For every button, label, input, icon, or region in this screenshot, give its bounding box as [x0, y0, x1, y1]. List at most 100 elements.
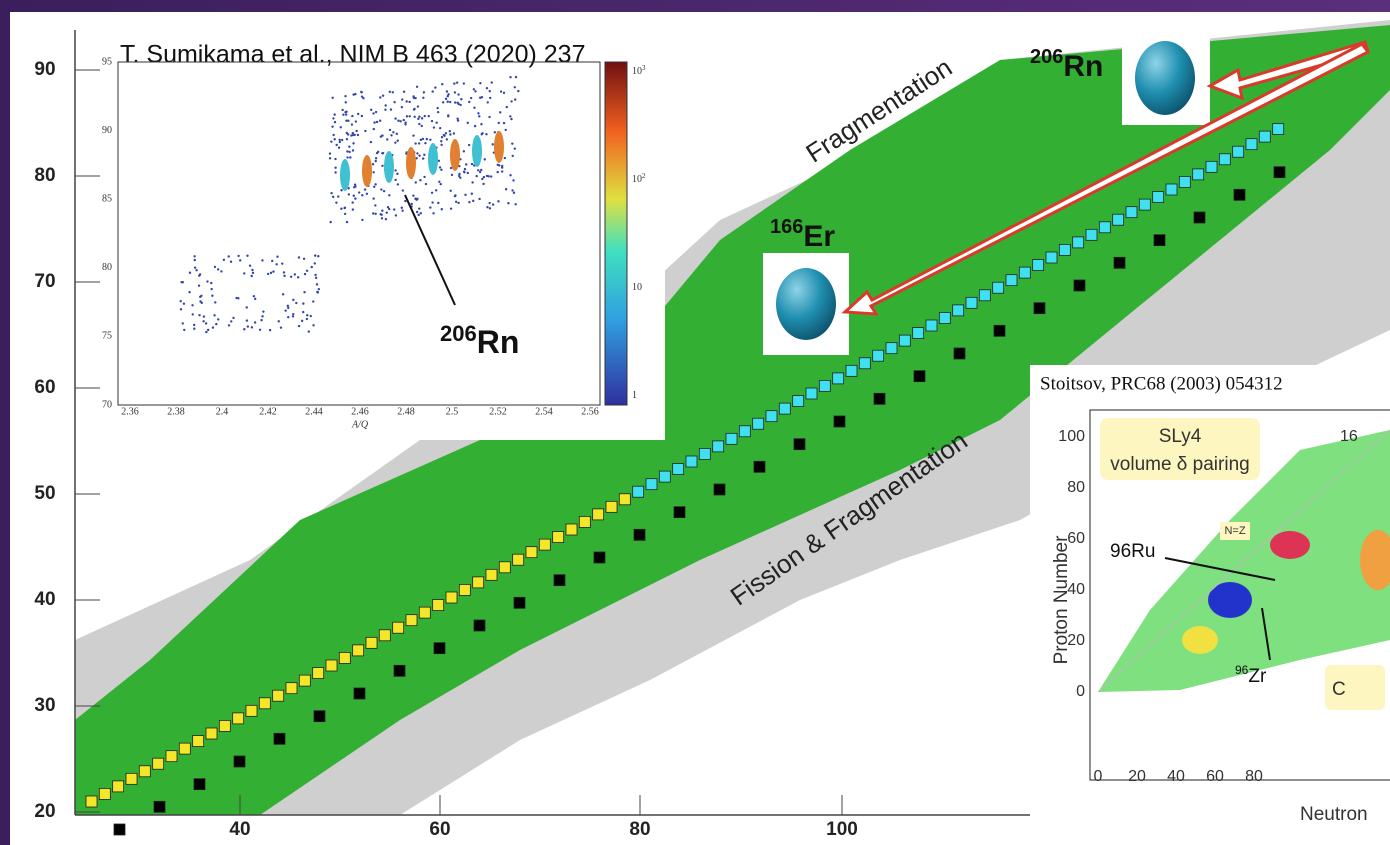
event	[292, 312, 295, 316]
event	[271, 259, 274, 263]
event	[330, 191, 333, 195]
event	[246, 325, 250, 328]
event	[437, 201, 440, 205]
event	[464, 193, 467, 197]
event	[193, 266, 197, 269]
event	[399, 120, 402, 123]
event	[503, 156, 507, 160]
event	[347, 193, 351, 196]
nuclide	[1153, 234, 1166, 247]
event	[478, 197, 481, 201]
event	[346, 156, 349, 159]
nuclide	[152, 757, 165, 770]
event	[181, 322, 184, 325]
nuclide	[898, 334, 911, 347]
nuclide	[992, 281, 1005, 294]
event	[352, 142, 355, 145]
event	[211, 294, 214, 297]
event	[305, 269, 309, 272]
event	[192, 323, 196, 327]
nuclide	[593, 551, 606, 564]
event	[412, 108, 416, 111]
event	[468, 200, 471, 204]
event	[381, 134, 384, 137]
event	[381, 94, 385, 97]
event	[269, 271, 273, 275]
event	[463, 167, 467, 171]
event	[416, 152, 419, 155]
event	[386, 138, 389, 141]
nuclide	[673, 506, 686, 519]
event	[440, 140, 443, 143]
nuclide	[233, 755, 246, 768]
event	[354, 185, 357, 188]
event	[453, 82, 456, 85]
event	[511, 154, 514, 158]
nuclide	[1218, 153, 1231, 166]
event	[448, 130, 451, 133]
event	[388, 128, 392, 132]
nuclide	[1085, 228, 1098, 241]
event	[373, 185, 376, 188]
event	[509, 115, 512, 118]
event	[216, 268, 220, 271]
event	[487, 175, 490, 178]
x-tick-label: 2.4	[216, 406, 229, 417]
event	[419, 138, 423, 142]
nuclide	[965, 296, 978, 309]
event	[312, 300, 315, 303]
event	[351, 201, 354, 204]
peak	[362, 155, 372, 187]
event	[345, 131, 348, 135]
event	[195, 268, 198, 272]
y-tick-label: 60	[34, 377, 55, 398]
ticks: 100 80 60 40 20 0 0 20 40 60 80	[1058, 428, 1263, 785]
nuclide	[353, 687, 366, 700]
x-tick-label: 2.5	[446, 406, 459, 417]
event	[505, 105, 509, 109]
nuclide	[658, 470, 671, 483]
event	[351, 208, 355, 211]
colorbar-label: 103	[632, 64, 646, 78]
event	[374, 110, 378, 114]
event	[422, 91, 426, 94]
event	[341, 108, 344, 112]
event	[483, 158, 486, 161]
event	[337, 146, 341, 149]
event	[237, 254, 240, 258]
event	[202, 315, 206, 318]
event	[507, 202, 510, 205]
event	[349, 156, 352, 159]
event	[345, 119, 348, 122]
event	[338, 138, 341, 141]
nuclide	[953, 347, 966, 360]
colorbar	[604, 61, 628, 406]
nuclide	[858, 357, 871, 370]
nuclide	[1033, 302, 1046, 315]
nuclide	[498, 561, 511, 574]
arrow	[841, 42, 1371, 316]
peak	[384, 151, 394, 183]
symbol: Rn	[477, 324, 520, 360]
event	[287, 306, 290, 310]
exp: 3	[642, 64, 646, 72]
event	[504, 188, 508, 191]
x-tick-label: 2.36	[121, 406, 139, 417]
event	[442, 133, 446, 137]
event	[449, 189, 452, 192]
event	[493, 131, 497, 134]
peak	[406, 147, 416, 179]
nuclide	[938, 312, 951, 324]
base: 10	[632, 174, 642, 185]
event	[384, 108, 387, 111]
event	[513, 147, 517, 150]
pid-plot: 95 90 85 80 75 70 2.36 2.38 2.4 2.42 2.44 2.46 2.48 2…	[102, 56, 646, 417]
event	[391, 91, 395, 94]
symbol: Zr	[1248, 666, 1267, 687]
event	[394, 169, 397, 172]
event	[473, 124, 477, 128]
event	[496, 163, 499, 166]
nuclide	[112, 780, 125, 793]
event	[414, 142, 417, 145]
base: 1	[632, 390, 637, 401]
